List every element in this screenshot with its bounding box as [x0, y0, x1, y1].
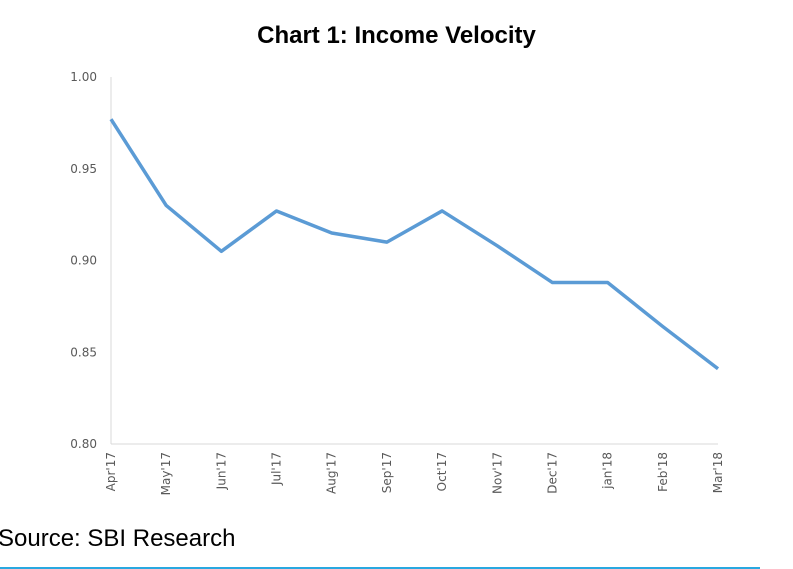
x-tick-label: Mar'18	[711, 452, 725, 493]
x-tick-label: May'17	[159, 452, 173, 495]
x-tick-label: jan'18	[601, 452, 615, 490]
x-tick-label: Feb'18	[656, 452, 670, 492]
x-tick-label: Nov'17	[490, 452, 504, 494]
y-tick-label: 0.95	[70, 162, 97, 176]
x-tick-label: Sep'17	[380, 452, 394, 493]
x-tick-label: Jun'17	[214, 452, 228, 490]
y-tick-label: 0.80	[70, 437, 97, 451]
x-tick-label: Apr'17	[104, 452, 118, 491]
y-tick-label: 0.85	[70, 345, 97, 359]
x-tick-label: Dec'17	[545, 452, 559, 494]
x-tick-label: Aug'17	[325, 452, 339, 494]
y-tick-label: 1.00	[70, 70, 97, 84]
chart-title: Chart 1: Income Velocity	[257, 22, 536, 49]
source-note: Source: SBI Research	[0, 525, 236, 552]
y-tick-label: 0.90	[70, 254, 97, 268]
x-tick-label: Oct'17	[435, 452, 449, 491]
divider	[0, 567, 760, 569]
series-line	[109, 118, 720, 371]
x-tick-label: Jul'17	[270, 452, 284, 486]
